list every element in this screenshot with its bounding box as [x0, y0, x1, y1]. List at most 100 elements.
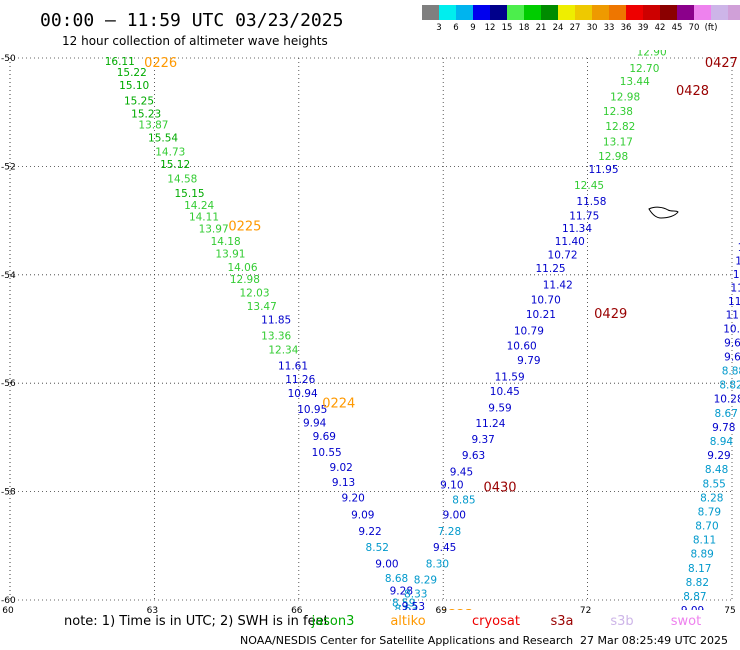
time-label: 0427	[705, 56, 738, 71]
swh-value: 11.26	[285, 374, 315, 386]
time-label: 0428	[676, 84, 709, 99]
y-tick-label: -58	[1, 488, 16, 498]
colorbar-swatch	[609, 5, 626, 20]
swh-value: 11.42	[543, 279, 573, 291]
swh-value: 11.59	[495, 371, 525, 383]
swh-value: 9.53	[402, 601, 425, 613]
x-tick-label: 69	[435, 606, 447, 616]
colorbar-label: 6	[453, 23, 458, 33]
swh-value: 10.81	[723, 323, 740, 335]
swh-value: 8.79	[698, 506, 721, 518]
swh-value: 8.88	[722, 366, 740, 378]
colorbar-swatch	[558, 5, 575, 20]
y-tick-label: -50	[1, 54, 16, 64]
swh-value: 11.80	[730, 283, 740, 295]
colorbar-label: 70	[689, 23, 700, 33]
satellite-s3a: s3a	[550, 614, 573, 629]
swh-value: 9.94	[303, 418, 327, 430]
swh-value: 11.85	[261, 315, 291, 327]
swh-value: 11.40	[555, 236, 585, 248]
x-tick-label: 60	[2, 606, 14, 616]
swh-value: 16.11	[105, 56, 135, 68]
swh-value: 11.00	[728, 296, 740, 308]
swh-value: 8.82	[719, 380, 740, 392]
swh-value: 12.90	[637, 46, 667, 58]
colorbar-swatch	[490, 5, 507, 20]
swh-value: 12.03	[239, 287, 269, 299]
swh-value: 14.06	[227, 262, 257, 274]
footer-credit: NOAA/NESDIS Center for Satellite Applica…	[240, 634, 573, 647]
swh-value: 10.28	[714, 394, 740, 406]
swh-value: 15.23	[131, 109, 161, 121]
swh-value: 12.82	[605, 121, 635, 133]
swh-value: 10.70	[531, 295, 561, 307]
swh-value: 11.19	[726, 310, 740, 322]
colorbar-label: 36	[621, 23, 632, 33]
swh-value: 8.33	[404, 588, 427, 600]
swh-value: 9.78	[712, 422, 735, 434]
swh-value: 15.22	[117, 67, 147, 79]
swh-value: 8.11	[693, 535, 716, 547]
swh-value: 8.48	[705, 464, 728, 476]
colorbar-label: 21	[536, 23, 547, 33]
swh-value: 8.85	[452, 495, 475, 507]
swh-value: 9.00	[443, 510, 466, 522]
satellite-altiko: altiko	[390, 614, 425, 629]
swh-value: 13.97	[199, 224, 229, 236]
swh-value: 10.60	[507, 341, 537, 353]
footer-timestamp: 27 Mar 08:25:49 UTC 2025	[580, 634, 728, 647]
colorbar-label: 12	[485, 23, 496, 33]
colorbar-label: 45	[672, 23, 683, 33]
swh-value: 8.94	[710, 436, 734, 448]
swh-value: 10.94	[288, 388, 318, 400]
swh-value: 8.63	[394, 603, 417, 615]
swh-value: 9.63	[462, 450, 485, 462]
swh-value: 9.79	[517, 355, 540, 367]
swh-value: 12.98	[230, 274, 260, 286]
swh-value: 14.34	[661, 0, 691, 6]
colorbar-swatch	[507, 5, 524, 20]
colorbar-swatch	[524, 5, 541, 20]
swh-value: 14.11	[189, 212, 219, 224]
swh-value: 9.09	[681, 605, 704, 617]
swh-value: 15.12	[160, 159, 190, 171]
colorbar-label: 3	[436, 23, 441, 33]
y-tick-label: -52	[1, 162, 16, 172]
swh-value: 9.09	[351, 510, 374, 522]
swh-value: 11.61	[278, 361, 308, 373]
swh-value: 7.28	[438, 526, 461, 538]
swh-value: 12.34	[268, 344, 298, 356]
swh-value: 8.30	[426, 558, 449, 570]
swh-value: 8.28	[700, 492, 723, 504]
swh-value: 12.45	[574, 180, 604, 192]
swh-value: 9.29	[707, 450, 730, 462]
colorbar-label: 42	[655, 23, 666, 33]
swh-value: 10.96	[738, 242, 740, 254]
swh-value: 14.03	[641, 33, 671, 45]
swh-value: 9.37	[471, 434, 494, 446]
colorbar-swatch	[592, 5, 609, 20]
y-tick-label: -56	[1, 379, 16, 389]
swh-value: 12.98	[598, 151, 628, 163]
x-tick-label: 72	[580, 606, 591, 616]
swh-value: 10.95	[297, 404, 327, 416]
colorbar-swatch	[626, 5, 643, 20]
swh-value: 9.59	[488, 402, 511, 414]
colorbar-swatch	[677, 5, 694, 20]
swh-value: 10.55	[312, 447, 342, 459]
time-label: 0223	[440, 608, 473, 623]
swh-value: 11.58	[576, 196, 606, 208]
colorbar-label: 15	[502, 23, 513, 33]
swh-value: 9.22	[358, 526, 381, 538]
x-tick-label: 63	[147, 606, 158, 616]
swh-value: 10.79	[514, 325, 544, 337]
colorbar-swatch	[575, 5, 592, 20]
time-label: 0226	[144, 56, 177, 71]
swh-value: 8.89	[690, 549, 713, 561]
swh-value: 9.13	[332, 477, 355, 489]
swh-value: 15.10	[119, 80, 149, 92]
x-tick-label: 66	[291, 606, 303, 616]
x-tick-label: 75	[724, 606, 735, 616]
swh-value: 11.12	[735, 256, 740, 268]
swh-value: 13.91	[215, 248, 245, 260]
